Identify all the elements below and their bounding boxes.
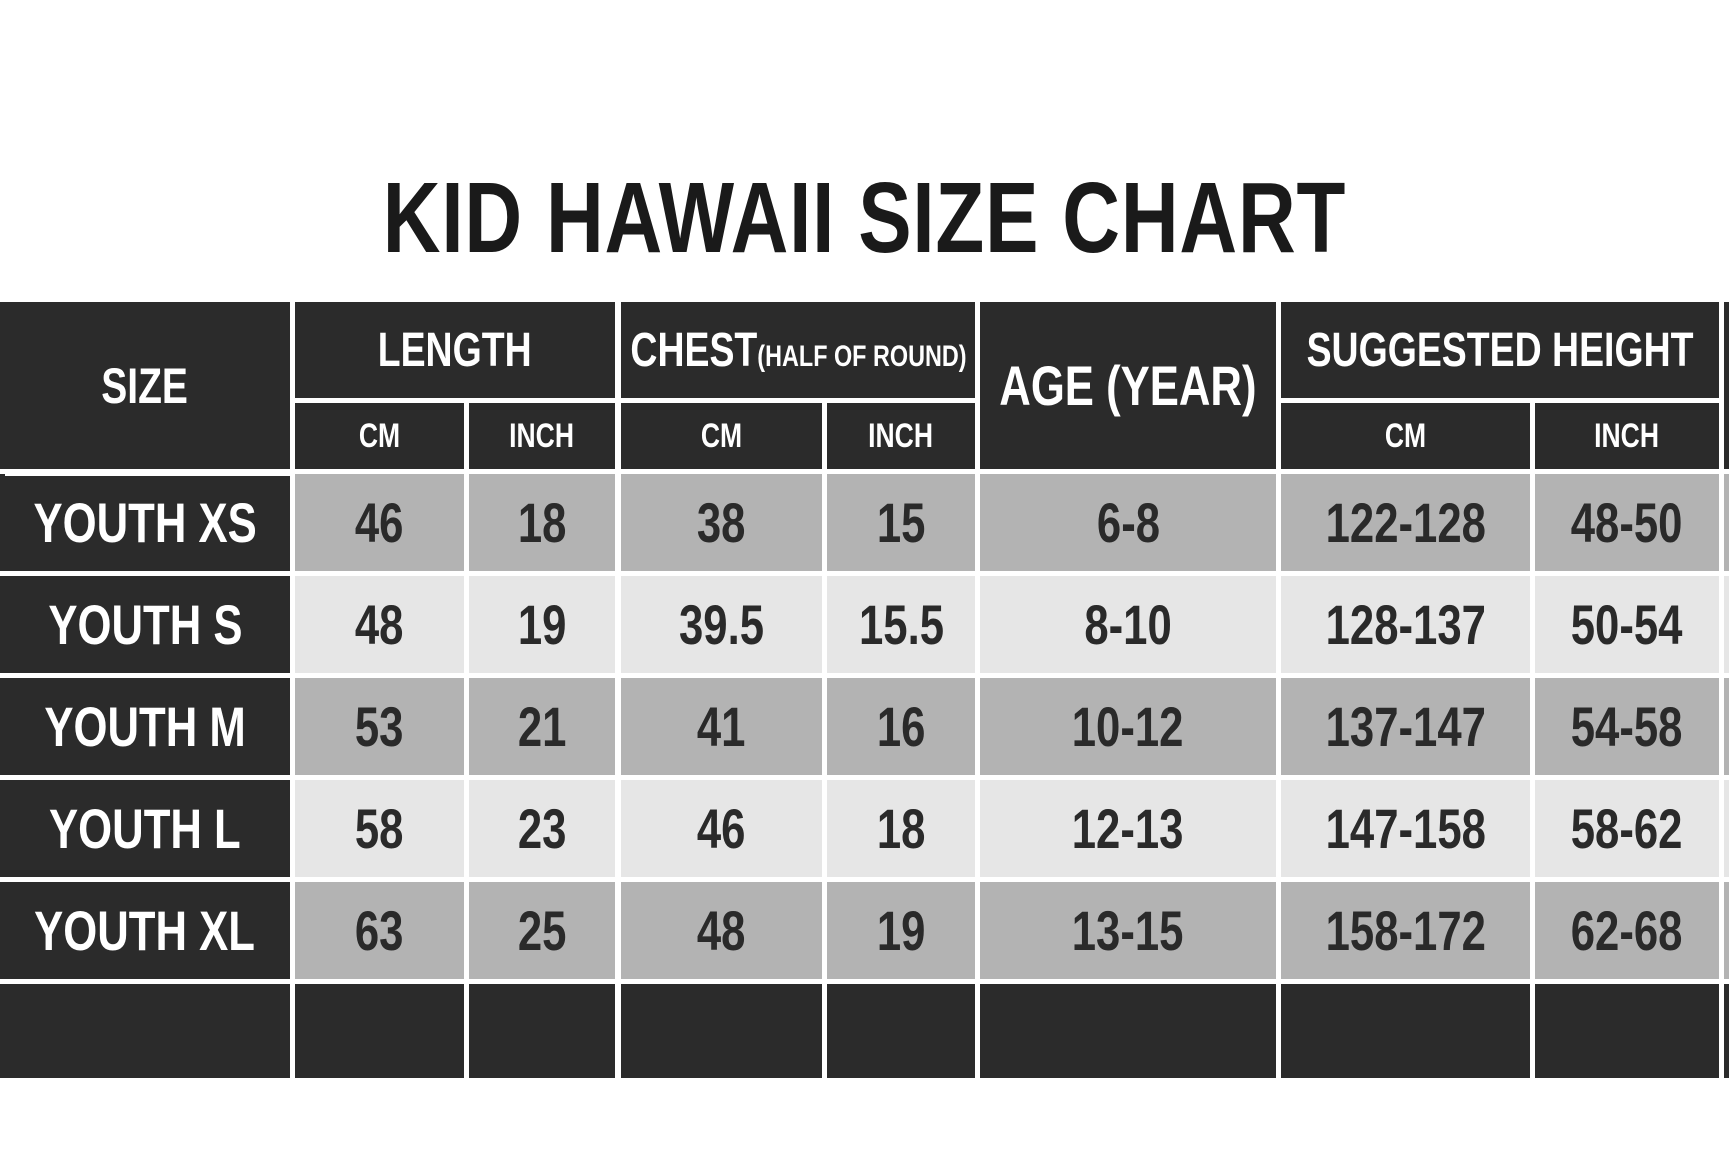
cell-age: 13-15	[980, 882, 1276, 979]
cell-height-cm: 147-158	[1281, 780, 1530, 877]
header-height-inch: INCH	[1535, 403, 1719, 469]
cell-height-cm: 158-172	[1281, 882, 1530, 979]
header-chest-note: (HALF OF ROUND)	[756, 339, 967, 373]
cell-age: 8-10	[980, 576, 1276, 673]
header-length-cm: CM	[295, 403, 464, 469]
cell-height-inch: 62-68	[1535, 882, 1719, 979]
cell-age: 6-8	[980, 474, 1276, 571]
edge-strip	[1724, 474, 1729, 571]
edge-strip	[1724, 678, 1729, 775]
edge-strip	[1724, 302, 1729, 469]
cell-length-cm: 58	[295, 780, 464, 877]
cell-length-cm: 53	[295, 678, 464, 775]
footer-cell	[295, 984, 464, 1078]
cell-height-inch: 58-62	[1535, 780, 1719, 877]
cell-length-inch: 18	[469, 474, 615, 571]
footer-cell	[469, 984, 615, 1078]
cell-size-label: YOUTH M	[0, 678, 290, 775]
row-separator	[5, 473, 291, 476]
cell-height-cm: 122-128	[1281, 474, 1530, 571]
cell-length-cm: 46	[295, 474, 464, 571]
cell-length-inch: 25	[469, 882, 615, 979]
header-age: AGE (YEAR)	[980, 302, 1276, 469]
cell-chest-inch: 18	[827, 780, 975, 877]
footer-cell	[1535, 984, 1719, 1078]
header-height-cm: CM	[1281, 403, 1530, 469]
cell-size-label: YOUTH S	[0, 576, 290, 673]
cell-chest-cm: 38	[621, 474, 822, 571]
footer-cell	[980, 984, 1276, 1078]
header-length: LENGTH	[295, 302, 615, 398]
header-size: SIZE	[0, 302, 290, 469]
edge-strip	[1724, 780, 1729, 877]
cell-age: 10-12	[980, 678, 1276, 775]
edge-strip	[1724, 576, 1729, 673]
cell-chest-inch: 15	[827, 474, 975, 571]
cell-chest-cm: 39.5	[621, 576, 822, 673]
header-chest-main: CHEST	[629, 323, 757, 377]
cell-size-label: YOUTH XS	[0, 474, 290, 571]
footer-cell	[1281, 984, 1530, 1078]
cell-chest-inch: 16	[827, 678, 975, 775]
cell-size-label: YOUTH L	[0, 780, 290, 877]
footer-cell	[621, 984, 822, 1078]
cell-chest-cm: 48	[621, 882, 822, 979]
cell-height-cm: 128-137	[1281, 576, 1530, 673]
edge-strip	[1724, 984, 1729, 1078]
header-length-inch: INCH	[469, 403, 615, 469]
size-chart-table: SIZE LENGTH CM INCH CHEST(HALF OF ROUND)…	[0, 302, 1729, 1078]
header-chest: CHEST(HALF OF ROUND)	[621, 302, 975, 398]
edge-strip	[1724, 882, 1729, 979]
cell-chest-inch: 15.5	[827, 576, 975, 673]
footer-cell	[827, 984, 975, 1078]
cell-chest-inch: 19	[827, 882, 975, 979]
cell-height-inch: 50-54	[1535, 576, 1719, 673]
cell-height-cm: 137-147	[1281, 678, 1530, 775]
cell-height-inch: 48-50	[1535, 474, 1719, 571]
cell-length-inch: 21	[469, 678, 615, 775]
footer-cell	[0, 984, 290, 1078]
header-chest-cm: CM	[621, 403, 822, 469]
cell-length-cm: 63	[295, 882, 464, 979]
cell-length-cm: 48	[295, 576, 464, 673]
cell-chest-cm: 46	[621, 780, 822, 877]
cell-size-label: YOUTH XL	[0, 882, 290, 979]
cell-length-inch: 23	[469, 780, 615, 877]
cell-chest-cm: 41	[621, 678, 822, 775]
header-suggested-height: SUGGESTED HEIGHT	[1281, 302, 1719, 398]
cell-age: 12-13	[980, 780, 1276, 877]
cell-length-inch: 19	[469, 576, 615, 673]
cell-height-inch: 54-58	[1535, 678, 1719, 775]
header-chest-inch: INCH	[827, 403, 975, 469]
page-title: KID HAWAII SIZE CHART	[382, 162, 1347, 274]
